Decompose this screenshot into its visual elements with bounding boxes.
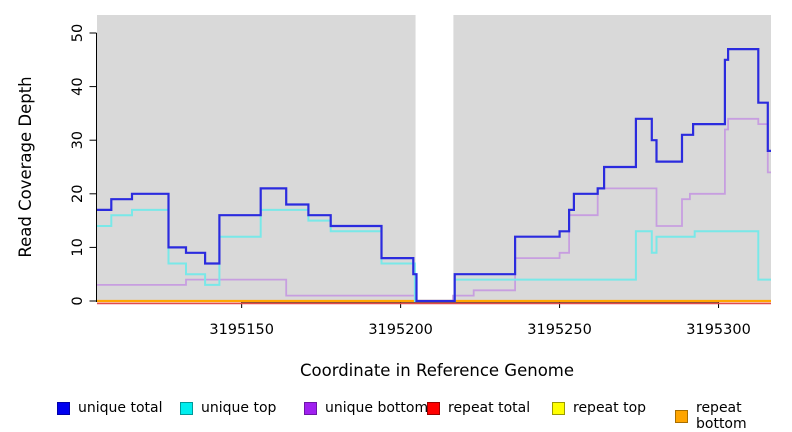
axes-group: 0 10 20 30 40 50 3195150 3195200 3195250 3195300 (70, 24, 751, 338)
x-axis-title: Coordinate in Reference Genome (300, 361, 574, 380)
y-tick-label: 50 (70, 24, 86, 42)
no-data-band (415, 15, 454, 302)
x-tick-label: 3195200 (368, 322, 433, 338)
series-line-unique-total (97, 48, 771, 303)
x-tick-label: 3195300 (686, 322, 751, 338)
y-tick-label: 20 (70, 185, 86, 203)
y-tick-label: 30 (70, 131, 86, 149)
y-tick-label: 40 (70, 77, 86, 95)
x-tick-label: 3195150 (209, 322, 274, 338)
x-tick-label: 3195250 (527, 322, 592, 338)
y-axis-title: Read Coverage Depth (16, 76, 35, 257)
y-tick-label: 10 (70, 238, 86, 256)
y-tick-label: 0 (70, 296, 86, 305)
series-lines-group (97, 48, 771, 305)
plot-background-group (97, 15, 771, 302)
